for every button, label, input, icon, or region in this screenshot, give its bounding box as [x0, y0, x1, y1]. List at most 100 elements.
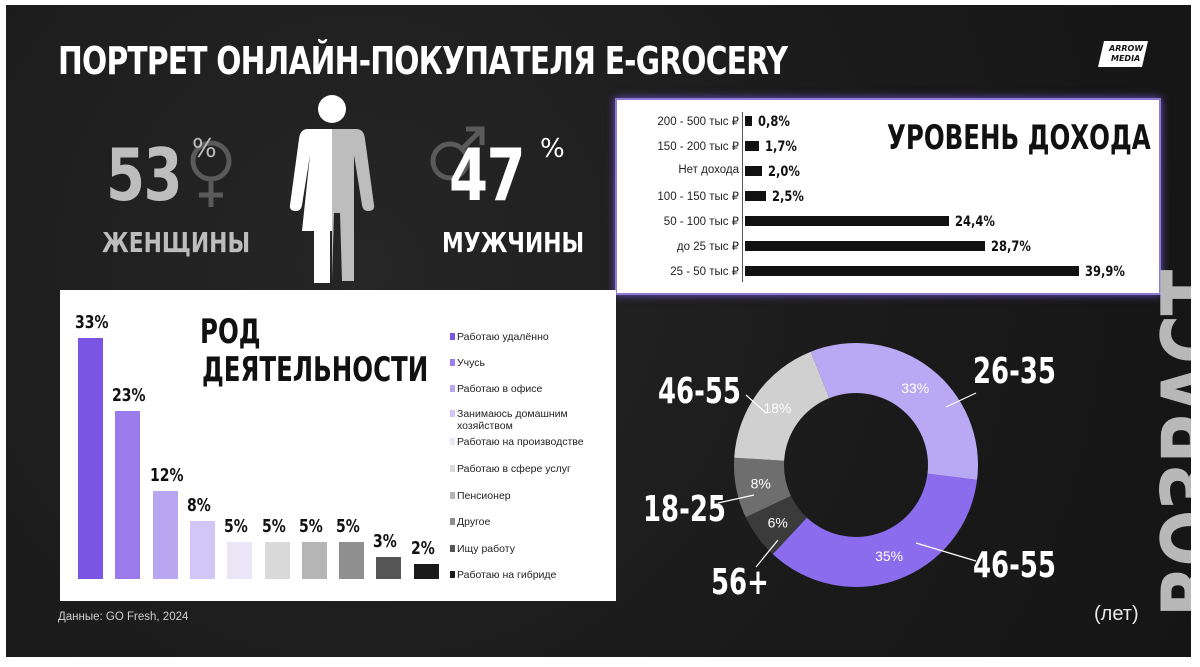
occupation-title-line2: ДЕЯТЕЛЬНОСТИ: [202, 350, 429, 390]
legend-label: Работаю в сфере услуг: [457, 463, 571, 475]
income-category-label: Нет дохода: [678, 164, 739, 176]
leader-line: [717, 494, 755, 504]
occupation-legend-item: Работаю на производстве: [450, 436, 617, 448]
income-bar: [745, 216, 950, 226]
income-value-label: 2,5%: [771, 189, 804, 205]
income-bar: [745, 266, 1080, 276]
legend-swatch: [450, 571, 455, 578]
age-unit: (лет): [1094, 603, 1139, 625]
occupation-value-label: 5%: [224, 516, 249, 538]
legend-swatch: [450, 438, 455, 445]
men-percent-value: 47: [449, 133, 526, 217]
age-donut-chart: 33% 35% 6% 8% 18%: [717, 343, 978, 587]
occupation-value-label: 2%: [410, 538, 435, 560]
occupation-legend-item: Пенсионер: [450, 490, 617, 502]
occupation-bar: [264, 542, 290, 579]
income-bar: [745, 166, 762, 176]
occupation-bar: [376, 557, 402, 579]
age-slice: [745, 495, 807, 555]
income-value-label: 39,9%: [1085, 264, 1125, 280]
legend-label: Учусь: [457, 357, 485, 369]
income-category-label: 200 - 500 тыс ₽: [657, 116, 739, 128]
occupation-bar: [189, 520, 215, 579]
age-label-18-25: 18-25: [643, 489, 726, 530]
age-label-46-55-bottom: 46-55: [973, 545, 1056, 586]
female-symbol-icon: [190, 140, 232, 207]
age-slice: [734, 457, 791, 518]
income-bar: [745, 141, 760, 151]
logo-line1: ARROW: [1108, 44, 1144, 53]
occupation-legend-item: Работаю удалённо: [450, 331, 617, 343]
women-label: ЖЕНЩИНЫ: [102, 226, 251, 259]
infographic-slide: ПОРТРЕТ ОНЛАЙН-ПОКУПАТЕЛЯ E-GROCERY ARRO…: [6, 5, 1191, 657]
legend-swatch: [450, 333, 455, 340]
occupation-bar: [413, 564, 439, 579]
occupation-value-label: 5%: [336, 516, 360, 538]
occupation-title-line1: РОД: [200, 312, 261, 352]
data-source: Данные: GO Fresh, 2024: [58, 611, 189, 623]
income-bar: [745, 191, 766, 201]
occupation-legend-item: Другое: [450, 516, 617, 528]
occupation-chart: РОД ДЕЯТЕЛЬНОСТИ 33% 23% 12% 8% 5% 5% 5% 5% 3% 2%…: [60, 290, 616, 601]
income-category-label: 50 - 100 тыс ₽: [663, 216, 739, 228]
person-half-icon: [289, 95, 375, 283]
page-title: ПОРТРЕТ ОНЛАЙН-ПОКУПАТЕЛЯ E-GROCERY: [58, 39, 788, 83]
women-percent-value: 53: [106, 133, 183, 217]
occupation-value-label: 12%: [149, 465, 184, 487]
age-slice: [810, 343, 978, 480]
legend-swatch: [450, 518, 455, 525]
occupation-legend-item: Учусь: [450, 357, 617, 369]
men-percent-unit: %: [540, 134, 565, 164]
women-percent-unit: %: [192, 134, 217, 164]
occupation-legend-item: Работаю в сфере услуг: [450, 463, 617, 475]
leader-line: [915, 542, 977, 562]
occupation-bar: [227, 542, 253, 579]
legend-label: Другое: [457, 516, 491, 528]
occupation-value-label: 5%: [298, 516, 323, 538]
legend-label: Работаю на гибриде: [457, 569, 557, 581]
legend-label: Занимаюсь домашним хозяйством: [457, 408, 568, 432]
age-slice-value-label: 35%: [875, 548, 903, 564]
legend-label: Пенсионер: [457, 490, 511, 502]
income-axis-line: [742, 112, 743, 282]
legend-swatch: [450, 465, 455, 472]
age-chart-title: ВОЗРАСТ: [1144, 270, 1191, 617]
income-category-label: до 25 тыс ₽: [676, 241, 739, 253]
income-chart-title: УРОВЕНЬ ДОХОДА: [887, 118, 1151, 158]
occupation-legend-item: Занимаюсь домашним хозяйством: [450, 408, 617, 432]
men-label: МУЖЧИНЫ: [442, 226, 585, 259]
legend-swatch: [450, 359, 455, 366]
occupation-value-label: 23%: [112, 385, 146, 407]
occupation-bar: [115, 411, 141, 579]
male-symbol-icon: [430, 126, 485, 181]
legend-label: Работаю в офисе: [457, 383, 543, 395]
leader-line: [755, 539, 779, 568]
logo-line2: MEDIA: [1111, 54, 1140, 63]
leader-line: [945, 392, 977, 408]
occupation-bar: [301, 542, 327, 579]
age-slice-value-label: 8%: [751, 475, 771, 491]
income-bar: [745, 241, 986, 251]
legend-swatch: [450, 545, 455, 552]
age-label-26-35: 26-35: [973, 351, 1056, 392]
legend-swatch: [450, 410, 455, 417]
occupation-legend-item: Работаю на гибриде: [450, 569, 617, 581]
income-chart: УРОВЕНЬ ДОХОДА 200 - 500 тыс ₽ 0,8% 150 - …: [615, 98, 1161, 295]
age-slice-value-label: 18%: [763, 400, 791, 416]
age-slice-value-label: 6%: [768, 514, 788, 530]
income-category-label: 25 - 50 тыс ₽: [670, 266, 739, 278]
legend-swatch: [450, 385, 455, 392]
income-value-label: 2,0%: [767, 164, 800, 180]
age-slice-value-label: 33%: [901, 380, 929, 396]
occupation-bar: [152, 491, 178, 579]
occupation-value-label: 5%: [261, 516, 286, 538]
income-category-label: 100 - 150 тыс ₽: [657, 191, 739, 203]
occupation-value-label: 33%: [75, 312, 109, 333]
income-bar: [745, 116, 752, 126]
age-label-56plus: 56+: [711, 562, 769, 603]
income-value-label: 28,7%: [991, 239, 1032, 255]
occupation-legend-item: Работаю в офисе: [450, 383, 617, 395]
legend-label: Работаю на производстве: [457, 436, 584, 448]
income-category-label: 150 - 200 тыс ₽: [657, 141, 739, 153]
leader-line: [745, 394, 767, 414]
